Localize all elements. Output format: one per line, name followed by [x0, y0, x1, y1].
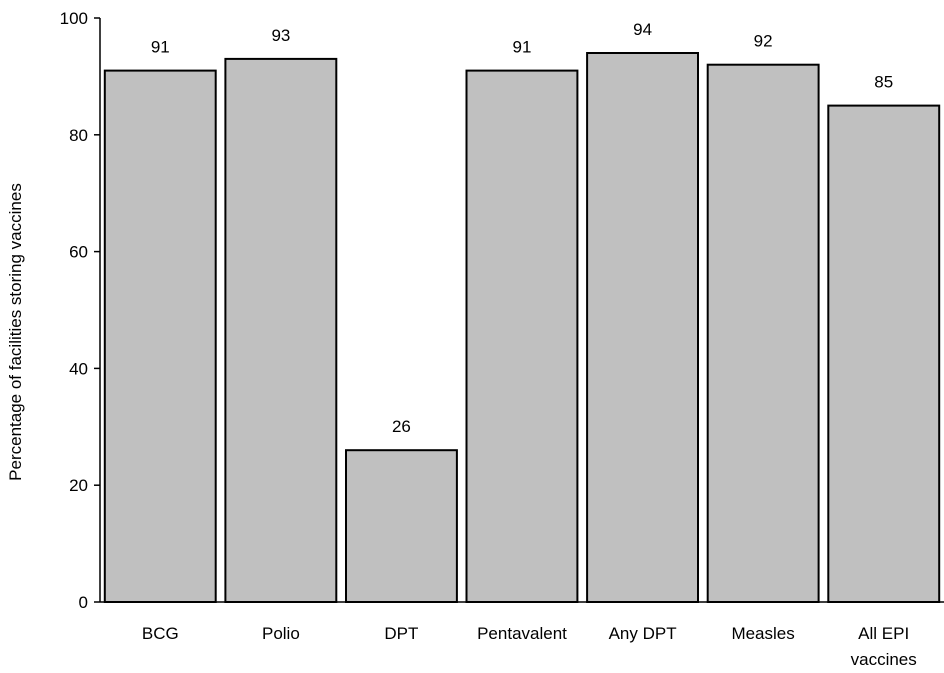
category-label: DPT	[384, 624, 418, 643]
data-label: 26	[392, 417, 411, 436]
bar-pentavalent	[465, 69, 579, 604]
data-label: 93	[271, 26, 290, 45]
data-label: 91	[151, 38, 170, 57]
data-labels-group: 91 93 26 91 94 92 85	[151, 20, 893, 436]
y-tick-label: 0	[79, 593, 88, 612]
bar-all-epi-vaccines	[827, 104, 941, 603]
bar-measles	[706, 63, 820, 603]
category-labels-group: BCG Polio DPT Pentavalent Any DPT Measles All …	[142, 624, 917, 669]
y-axis: 0 20 40 60 80 100	[60, 9, 101, 612]
y-tick-label: 80	[69, 126, 88, 145]
y-tick-label: 20	[69, 476, 88, 495]
bar-any-dpt	[586, 52, 699, 603]
category-label: Measles	[731, 624, 794, 643]
category-label: BCG	[142, 624, 179, 643]
data-label: 85	[874, 73, 893, 92]
y-tick-label: 40	[69, 359, 88, 378]
data-label: 94	[633, 20, 652, 39]
bars-group	[103, 52, 941, 604]
data-label: 91	[513, 38, 532, 57]
y-tick-label: 60	[69, 243, 88, 262]
y-tick-label: 100	[60, 9, 88, 28]
category-label: vaccines	[851, 650, 917, 669]
category-label: All EPI	[858, 624, 909, 643]
bar-bcg	[103, 69, 217, 604]
bar-dpt	[345, 449, 458, 604]
data-label: 92	[754, 32, 773, 51]
category-label: Pentavalent	[477, 624, 567, 643]
category-label: Polio	[262, 624, 300, 643]
bar-polio	[224, 57, 338, 603]
y-axis-title: Percentage of facilities storing vaccine…	[6, 183, 25, 481]
category-label: Any DPT	[609, 624, 677, 643]
